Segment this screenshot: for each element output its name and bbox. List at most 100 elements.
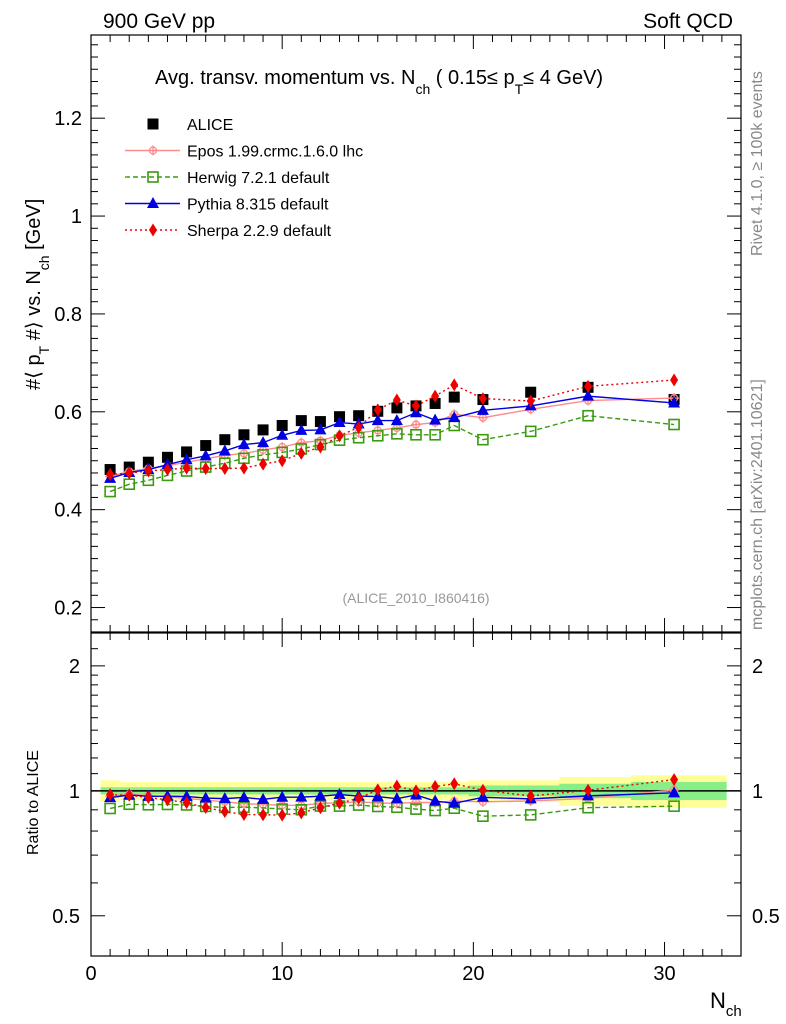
legend-label-epos: Epos 1.99.crmc.1.6.0 lhc <box>187 144 363 161</box>
pythia-ratio-point <box>257 792 270 804</box>
herwig-line <box>109 415 675 493</box>
herwig-ratio-point <box>429 804 441 817</box>
pythia-ratio-point <box>199 791 212 803</box>
x-tick-label: 10 <box>271 963 293 985</box>
pythia-point <box>371 414 384 426</box>
pythia-point <box>582 389 595 401</box>
y-tick-label-main: 0.8 <box>54 304 82 326</box>
y-tick-label-ratio-right: 2 <box>752 656 763 678</box>
sherpa-ratio-point <box>278 808 287 822</box>
sherpa-point <box>316 440 325 454</box>
pythia-ratio-point <box>180 789 193 801</box>
x-tick-label: 30 <box>653 963 675 985</box>
pythia-point <box>295 423 308 435</box>
sherpa-ratio-point <box>297 806 306 820</box>
legend-marker-sherpa <box>149 223 157 237</box>
sherpa-point <box>220 462 229 476</box>
sherpa-point <box>144 464 153 478</box>
herwig-ratio-point <box>668 800 680 812</box>
y-tick-label-main: 1.2 <box>54 108 82 130</box>
analysis-watermark: (ALICE_2010_I860416) <box>342 590 489 606</box>
header-right: Soft QCD <box>643 10 733 33</box>
sherpa-ratio-point <box>106 788 115 802</box>
sherpa-point <box>431 389 440 403</box>
sherpa-point <box>412 399 420 413</box>
herwig-ratio-point <box>582 801 594 814</box>
alice-point <box>200 440 212 452</box>
alice-point <box>314 416 326 428</box>
herwig-ratio-point <box>104 802 116 815</box>
sherpa-ratio-point <box>259 808 268 822</box>
sherpa-ratio-point <box>584 783 593 797</box>
ratio-frame <box>90 632 742 957</box>
pythia-ratio-point <box>218 792 231 804</box>
legend-marker-herwig <box>147 171 159 183</box>
y-axis-label-ratio: Ratio to ALICE <box>25 750 42 855</box>
alice-point <box>219 434 231 446</box>
pythia-ratio-point <box>333 788 346 800</box>
epos-point <box>411 419 421 430</box>
herwig-ratio-point <box>524 809 537 821</box>
pythia-point <box>199 449 212 461</box>
alice-point <box>295 415 307 427</box>
alice-point <box>276 419 288 431</box>
sherpa-ratio-point <box>478 783 487 797</box>
sherpa-line <box>110 379 675 476</box>
herwig-ratio-point <box>477 810 489 822</box>
epos-point <box>296 437 307 448</box>
legend-marker-epos <box>148 145 158 156</box>
sherpa-point <box>584 379 593 393</box>
pythia-point <box>390 414 403 426</box>
pythia-point <box>333 416 346 428</box>
alice-point <box>429 397 441 409</box>
x-axis-label: Nch <box>710 988 742 1020</box>
pythia-point <box>257 436 270 448</box>
x-tick-label: 20 <box>462 963 484 985</box>
y-tick-label-ratio: 0.5 <box>52 906 80 928</box>
pythia-point <box>276 428 289 440</box>
herwig-ratio-point <box>410 803 422 815</box>
main-panel: 0.2 0.4 0.6 0.8 1 1.2 <box>54 34 742 956</box>
sherpa-ratio-line <box>110 778 675 816</box>
sherpa-point <box>670 373 679 387</box>
sherpa-ratio-point <box>144 790 153 804</box>
alice-point <box>181 446 193 458</box>
pythia-ratio-point <box>276 790 289 802</box>
chart-title: Avg. transv. momentum vs. Nch ( 0.15≤ pT… <box>155 67 603 97</box>
sherpa-point <box>163 463 172 477</box>
legend-label-sherpa: Sherpa 2.2.9 default <box>187 223 332 240</box>
herwig-point <box>524 425 537 438</box>
y-tick-label-ratio-right: 0.5 <box>752 906 780 928</box>
y-tick-label-main: 0.4 <box>54 500 82 522</box>
mcplots-info: mcplots.cern.ch [arXiv:2401.10621] <box>749 379 766 630</box>
legend-marker-alice <box>147 118 159 130</box>
sherpa-point <box>278 454 287 468</box>
sherpa-point <box>335 429 344 443</box>
alice-point <box>161 451 173 463</box>
alice-point <box>238 429 250 441</box>
header-left: 900 GeV pp <box>103 10 215 33</box>
sherpa-point <box>125 466 134 480</box>
sherpa-ratio-point <box>335 796 344 810</box>
herwig-point <box>582 409 594 422</box>
sherpa-ratio-point <box>412 784 420 798</box>
herwig-point <box>410 428 422 441</box>
sherpa-ratio-point <box>526 789 535 803</box>
herwig-point <box>104 485 116 498</box>
rivet-info: Rivet 4.1.0, ≥ 100k events <box>749 71 766 256</box>
herwig-point <box>371 429 384 442</box>
ratio-panel: 0 10 20 30 0.5 0.5 1 1 2 2 <box>52 632 780 985</box>
y-tick-label-ratio: 2 <box>69 656 80 678</box>
sherpa-ratio-point <box>163 793 172 807</box>
herwig-point <box>477 433 489 446</box>
sherpa-point <box>526 394 535 408</box>
pythia-ratio-point <box>668 786 681 798</box>
legend-label-alice: ALICE <box>187 117 233 134</box>
pythia-point <box>314 423 327 435</box>
y-axis-label-main: #⟨ pT #⟩ vs. Nch [GeV] <box>23 199 52 390</box>
herwig-point <box>391 428 403 440</box>
pythia-point <box>668 396 681 408</box>
sherpa-ratio-point <box>670 773 679 787</box>
pythia-ratio-point <box>295 790 308 802</box>
